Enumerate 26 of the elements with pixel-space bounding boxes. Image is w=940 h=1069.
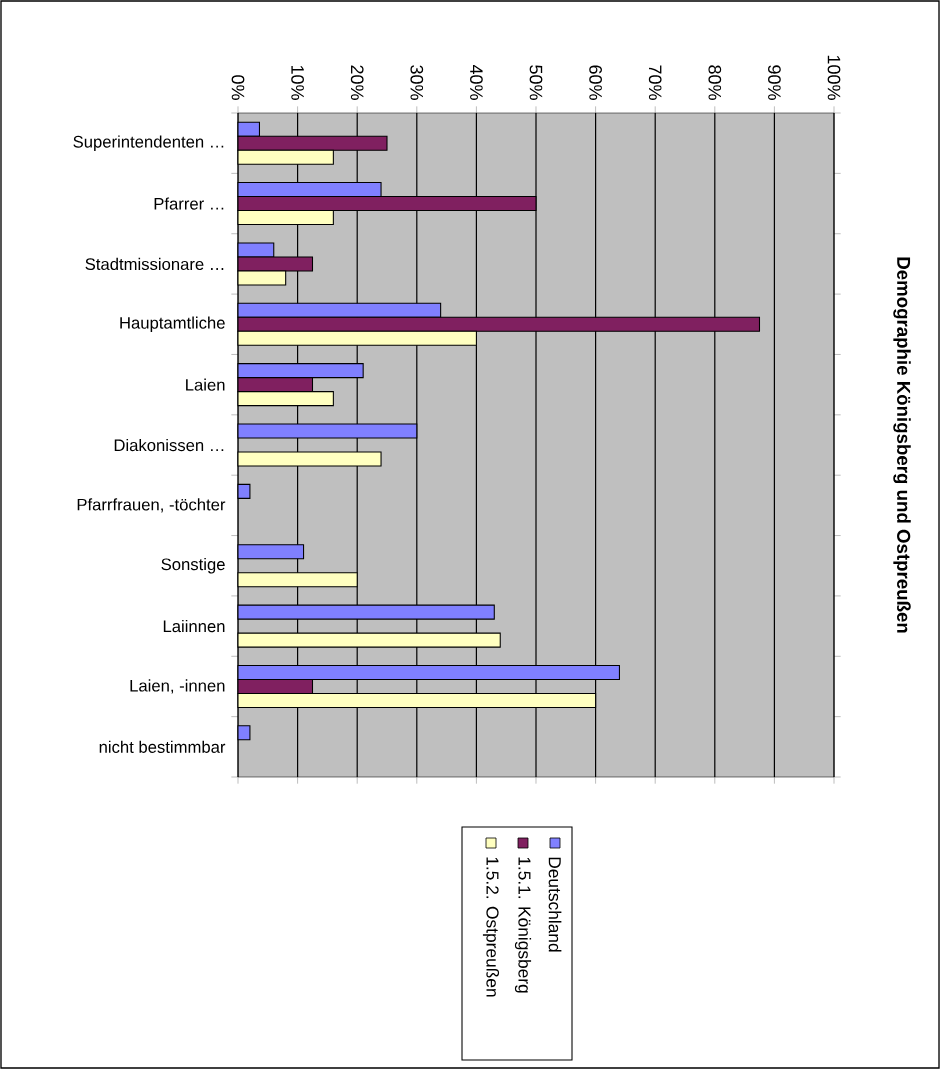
y-tick-label: Laiinnen xyxy=(163,619,225,633)
legend-label: 1.5.2. Ostpreußen xyxy=(482,857,500,997)
x-tick-label: 100% xyxy=(827,55,841,100)
x-tick-label: 0% xyxy=(231,75,245,100)
y-tick-label: Stadtmissionare … xyxy=(85,257,224,271)
y-tick-label: Diakonissen … xyxy=(114,438,224,452)
x-tick-label: 30% xyxy=(410,65,424,100)
legend-label: Deutschland xyxy=(548,857,562,952)
x-tick-label: 50% xyxy=(529,65,543,100)
y-tick-label: Pfarrer … xyxy=(154,197,224,210)
x-tick-label: 90% xyxy=(768,65,781,100)
x-tick-label: 70% xyxy=(648,65,662,100)
y-tick-label: Pfarrfrauen, -töchter xyxy=(77,498,226,513)
y-tick-label: Laien, -innen xyxy=(130,679,225,694)
text: Demographie Königsberg und Ostpreußen xyxy=(893,257,911,633)
y-tick-label: nicht bestimmbar xyxy=(99,740,226,753)
x-tick-label: 40% xyxy=(470,64,483,100)
legend-label: 1.5.1. Königsberg xyxy=(514,857,532,993)
y-tick-label: Hauptamtliche xyxy=(120,316,225,333)
y-tick-label: Superintendenten … xyxy=(73,135,224,151)
y-tick-label: Laien xyxy=(186,378,225,391)
y-tick-label: Sonstige xyxy=(161,557,225,574)
x-tick-label: 20% xyxy=(350,65,364,100)
x-tick-label: 10% xyxy=(291,65,304,100)
x-tick-label: 60% xyxy=(589,65,602,100)
x-tick-label: 80% xyxy=(708,65,722,100)
